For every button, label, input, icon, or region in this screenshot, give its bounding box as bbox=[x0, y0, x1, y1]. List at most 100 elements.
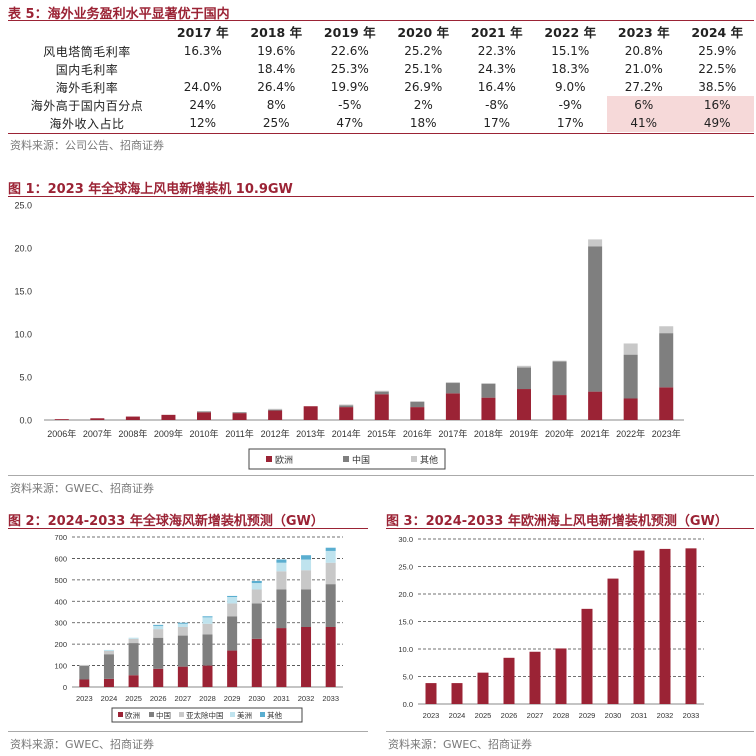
y-tick-label: 10.0 bbox=[14, 330, 32, 340]
y-tick-label: 20.0 bbox=[398, 590, 413, 599]
y-tick-label: 400 bbox=[54, 597, 67, 606]
bar-segment bbox=[103, 651, 114, 655]
y-tick-label: 500 bbox=[54, 576, 67, 585]
legend-swatch bbox=[343, 456, 349, 462]
bar-segment bbox=[202, 634, 213, 666]
table-cell: 21.0% bbox=[624, 62, 663, 76]
y-tick-label: 200 bbox=[54, 640, 67, 649]
table5-row: 海外毛利率 24.0% 26.4% 19.9% 26.9% 16.4% 9.0% 27.2% 3… bbox=[8, 78, 754, 96]
table-cell: 19.6% bbox=[257, 44, 296, 58]
table-cell: -5% bbox=[338, 98, 362, 112]
bar-segment bbox=[153, 668, 164, 687]
x-tick-label: 2024 bbox=[449, 711, 466, 720]
y-tick-label: 0.0 bbox=[19, 416, 32, 426]
x-tick-label: 2028 bbox=[199, 694, 216, 703]
table5-row: 国内毛利率 18.4% 25.3% 25.1% 24.3% 18.3% 21.0% 22.5% bbox=[8, 60, 754, 78]
fig2-source: 资料来源：GWEC、招商证券 bbox=[10, 738, 155, 751]
table-cell: 15.1% bbox=[551, 44, 590, 58]
bar-segment bbox=[251, 589, 262, 604]
y-tick-label: 0 bbox=[63, 683, 67, 692]
bar-segment bbox=[232, 413, 247, 420]
bar-segment bbox=[517, 367, 531, 390]
bar-segment bbox=[128, 675, 139, 687]
x-tick-label: 2022年 bbox=[616, 428, 645, 439]
bar-segment bbox=[410, 407, 425, 420]
bar-segment bbox=[339, 407, 354, 420]
x-tick-label: 2024 bbox=[101, 694, 118, 703]
bar-segment bbox=[227, 650, 238, 687]
legend-label: 亚太除中国 bbox=[186, 710, 224, 720]
table-cell: 38.5% bbox=[698, 80, 737, 94]
x-tick-label: 2018年 bbox=[474, 428, 503, 439]
bar-segment bbox=[268, 410, 283, 420]
x-tick-label: 2033 bbox=[322, 694, 339, 703]
x-tick-label: 2032 bbox=[657, 711, 674, 720]
bar-segment bbox=[301, 559, 312, 571]
fig3-bottom-rule bbox=[386, 731, 754, 732]
bar-segment bbox=[161, 414, 176, 420]
fig2-title: 图 2：2024-2033 年全球海风新增装机预测（GW） bbox=[8, 514, 324, 529]
x-tick-label: 2033 bbox=[683, 711, 700, 720]
table-cell: 18% bbox=[409, 116, 437, 130]
bar-segment bbox=[202, 623, 213, 635]
table-cell: 24.3% bbox=[477, 62, 516, 76]
x-tick-label: 2023年 bbox=[652, 428, 681, 439]
bar bbox=[659, 548, 671, 704]
row-label: 海外高于国内百分点 bbox=[30, 98, 144, 113]
legend-label: 中国 bbox=[352, 454, 370, 465]
fig1-chart: 0.0 5.0 10.0 15.0 20.0 25.0 2006年 2007年 2008年 200… bbox=[14, 201, 684, 470]
bar-segment bbox=[251, 638, 262, 687]
bar-segment bbox=[374, 394, 389, 420]
bar-segment bbox=[227, 597, 238, 604]
y-tick-label: 25.0 bbox=[14, 201, 32, 211]
legend-label: 其他 bbox=[267, 710, 282, 720]
x-tick-label: 2013年 bbox=[296, 428, 325, 439]
bar-segment bbox=[128, 637, 139, 639]
bar-segment bbox=[268, 408, 283, 410]
bar-segment bbox=[301, 627, 312, 687]
x-tick-label: 2027 bbox=[527, 711, 544, 720]
legend-label: 中国 bbox=[156, 710, 171, 720]
table5-header-row: 2017 年 2018 年 2019 年 2020 年 2021 年 2022 … bbox=[8, 21, 754, 42]
bar-segment bbox=[374, 390, 389, 392]
year-header: 2017 年 bbox=[176, 25, 229, 40]
bar-segment bbox=[623, 398, 638, 420]
legend-label: 欧洲 bbox=[275, 454, 293, 465]
bar-segment bbox=[588, 239, 603, 247]
fig2-legend: 欧洲 中国 亚太除中国 美洲 其他 bbox=[111, 707, 303, 723]
x-tick-label: 2008年 bbox=[118, 428, 147, 439]
table-cell: 19.9% bbox=[330, 80, 369, 94]
bar-segment bbox=[445, 382, 460, 384]
x-tick-label: 2026 bbox=[501, 711, 518, 720]
y-tick-label: 20.0 bbox=[14, 244, 32, 254]
bar-segment bbox=[659, 326, 674, 334]
legend-swatch bbox=[230, 712, 235, 717]
bar-segment bbox=[153, 624, 164, 626]
bar-segment bbox=[301, 570, 312, 590]
bar-segment bbox=[125, 416, 140, 420]
x-tick-label: 2031 bbox=[631, 711, 648, 720]
year-header: 2022 年 bbox=[544, 25, 597, 40]
table5-row: 海外高于国内百分点 24% 8% -5% 2% -8% -9% 6% 16% bbox=[8, 96, 754, 114]
bar-segment bbox=[103, 649, 114, 651]
bar-segment bbox=[90, 418, 105, 420]
bar-segment bbox=[177, 627, 188, 636]
bar-segment bbox=[251, 583, 262, 590]
x-tick-label: 2014年 bbox=[332, 428, 361, 439]
year-header: 2020 年 bbox=[397, 25, 450, 40]
table-cell bbox=[166, 60, 240, 78]
table5-bottom-rule bbox=[8, 133, 754, 134]
table5-row: 风电塔筒毛利率 16.3% 19.6% 22.6% 25.2% 22.3% 15.1% 20.… bbox=[8, 42, 754, 60]
y-tick-label: 5.0 bbox=[403, 673, 413, 682]
bar-segment bbox=[153, 637, 164, 669]
bar-segment bbox=[79, 666, 90, 680]
table-cell: 25% bbox=[262, 116, 290, 130]
x-tick-label: 2030 bbox=[248, 694, 265, 703]
y-tick-label: 15.0 bbox=[398, 618, 413, 627]
bar-segment bbox=[54, 419, 69, 420]
row-label: 海外毛利率 bbox=[55, 80, 119, 95]
bar-segment bbox=[325, 584, 336, 627]
bar-segment bbox=[177, 622, 188, 624]
x-tick-label: 2012年 bbox=[261, 428, 290, 439]
bar-segment bbox=[374, 391, 389, 395]
